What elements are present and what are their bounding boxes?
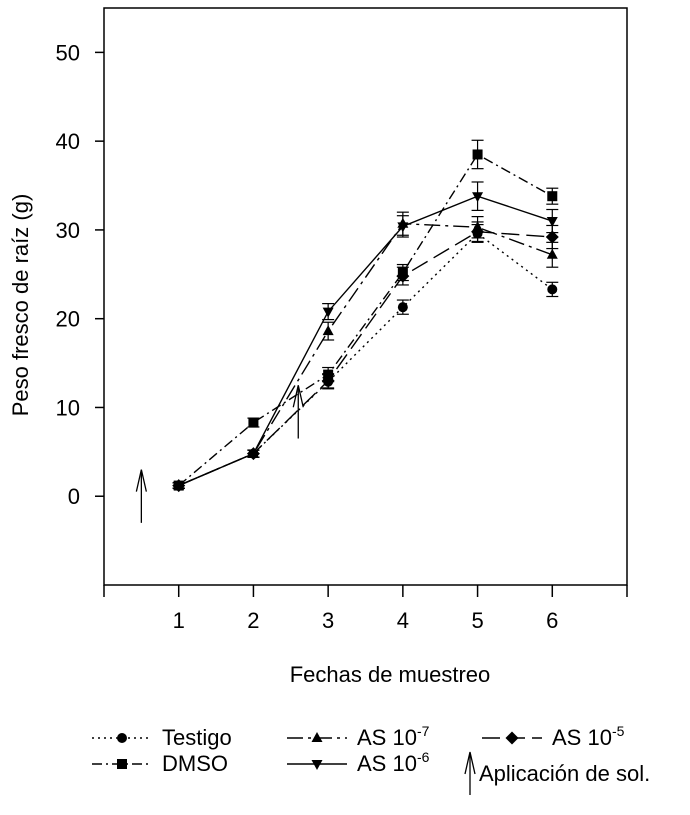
legend-entry-3: AS 10-7 [287,723,430,750]
data-point [396,269,410,283]
arrow-head [135,469,147,492]
application-arrow [135,469,147,523]
legend-marker [117,759,127,769]
legend-marker [311,732,323,742]
axes: 0 10 20 30 40 50 1 2 3 4 5 6 [56,7,628,633]
data-point [321,374,335,388]
legend-arrow-icon [464,751,476,795]
x-tick-label: 1 [173,608,185,633]
data-point [246,447,260,461]
series-line [178,222,553,487]
x-axis-label: Fechas de muestreo [290,662,491,687]
series-2 [172,139,559,491]
y-tick-label: 10 [56,395,80,420]
legend-entry-5: AS 10-5 [482,723,625,750]
x-tick-label: 5 [471,608,483,633]
data-point [322,307,334,318]
application-arrow [292,385,304,439]
y-tick-label: 50 [56,40,80,65]
arrow-head [464,751,476,775]
data-point [546,248,558,259]
data-point [397,222,409,233]
legend-entry-4: AS 10-6 [287,749,430,776]
legend-label: AS 10-5 [552,723,625,750]
y-axis-label: Peso fresco de raíz (g) [8,194,33,417]
legend-entry-1: Testigo [92,725,232,750]
y-tick-label: 40 [56,129,80,154]
legend-entry-2: DMSO [92,751,228,776]
x-tick-label: 3 [322,608,334,633]
legend-marker [311,760,323,770]
x-tick-label: 2 [247,608,259,633]
data-point [472,149,483,160]
data-point [172,479,186,493]
series-line [178,153,553,487]
series-line [178,195,553,487]
x-tick-label: 6 [546,608,558,633]
plot-frame [103,7,628,586]
legend-label: AS 10-7 [357,723,430,750]
legend-label: Testigo [162,725,232,750]
data-point [547,191,558,202]
y-tick-label: 0 [68,484,80,509]
series-1 [172,223,559,491]
series-line [178,230,553,487]
x-tick-label: 4 [397,608,409,633]
data-point [322,325,334,336]
series-line [178,232,553,487]
series-5 [172,221,559,493]
legend-arrow-label: Aplicación de sol. [479,761,650,786]
data-point [546,217,558,228]
data-point [547,284,558,295]
data-point [471,225,485,239]
series-4 [172,181,559,492]
data-point [248,417,259,428]
series-3 [172,211,559,490]
y-tick-label: 20 [56,307,80,332]
data-point [472,192,484,203]
data-point [545,230,559,244]
legend-label: AS 10-6 [357,749,430,776]
arrow-head [292,385,304,408]
legend-label: DMSO [162,751,228,776]
legend-marker [505,731,519,745]
legend-marker [117,733,127,743]
data-marks [135,139,559,523]
data-point [397,302,408,313]
legend-entry-arrow: Aplicación de sol. [464,751,650,795]
y-tick-label: 30 [56,218,80,243]
